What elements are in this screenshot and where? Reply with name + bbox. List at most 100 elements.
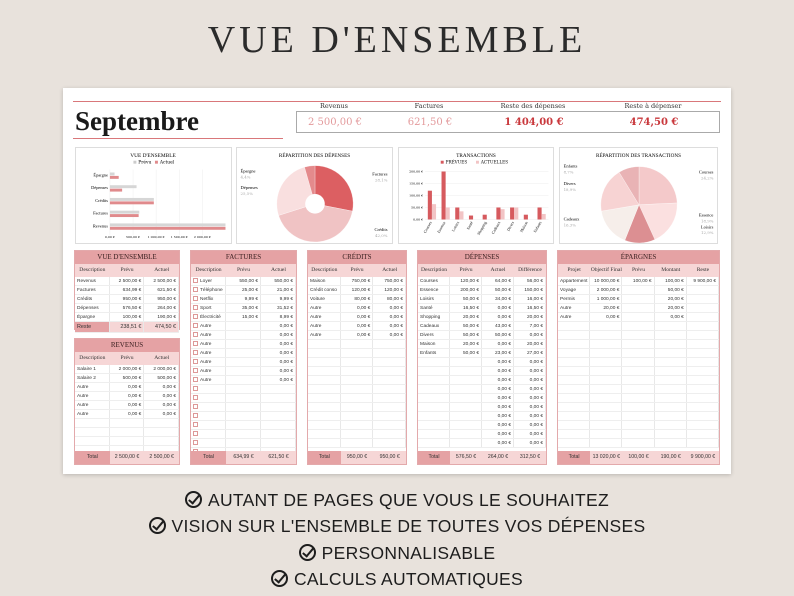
checkbox[interactable] bbox=[193, 404, 198, 410]
table-cell[interactable]: Santé bbox=[418, 304, 450, 312]
table-cell[interactable] bbox=[110, 437, 145, 445]
table-cell[interactable] bbox=[655, 412, 687, 420]
table-cell[interactable] bbox=[373, 439, 407, 447]
table-cell[interactable] bbox=[341, 358, 374, 366]
table-cell[interactable]: 20,00 € bbox=[514, 313, 546, 321]
table-cell[interactable] bbox=[450, 412, 482, 420]
table-cell[interactable]: 31,52 € bbox=[261, 304, 296, 312]
table-cell[interactable]: Autre bbox=[191, 367, 226, 375]
table-cell[interactable] bbox=[622, 367, 655, 375]
table-cell[interactable]: 0,00 € bbox=[482, 439, 514, 447]
table-cell[interactable]: Autre bbox=[75, 392, 110, 400]
table-cell[interactable] bbox=[622, 295, 655, 303]
table-cell[interactable] bbox=[261, 412, 296, 420]
table-cell[interactable]: 20,00 € bbox=[655, 295, 687, 303]
table-cell[interactable]: Autre bbox=[75, 401, 110, 409]
table-cell[interactable] bbox=[590, 439, 623, 447]
table-cell[interactable] bbox=[655, 349, 687, 357]
table-cell[interactable] bbox=[110, 428, 145, 436]
table-cell[interactable]: 0,00 € bbox=[373, 313, 407, 321]
table-cell[interactable] bbox=[373, 367, 407, 375]
table-cell[interactable] bbox=[226, 367, 261, 375]
table-cell[interactable]: Autre bbox=[75, 383, 110, 391]
table-cell[interactable]: 0,00 € bbox=[261, 349, 296, 357]
table-cell[interactable]: 120,00 € bbox=[373, 286, 407, 294]
table-cell[interactable]: 0,00 € bbox=[482, 376, 514, 384]
table-cell[interactable]: Crédit conso bbox=[308, 286, 341, 294]
table-cell[interactable] bbox=[590, 394, 623, 402]
table-cell[interactable]: 0,00 € bbox=[482, 430, 514, 438]
table-cell[interactable]: 0,00 € bbox=[110, 401, 145, 409]
table-cell[interactable]: Cadeaux bbox=[418, 322, 450, 330]
table-cell[interactable]: 0,00 € bbox=[261, 358, 296, 366]
table-cell[interactable]: 0,00 € bbox=[261, 322, 296, 330]
table-cell[interactable] bbox=[191, 439, 226, 447]
table-cell[interactable] bbox=[687, 367, 720, 375]
checkbox[interactable] bbox=[193, 350, 198, 356]
table-cell[interactable] bbox=[687, 421, 720, 429]
table-cell[interactable] bbox=[308, 340, 341, 348]
table-cell[interactable]: Autre bbox=[75, 410, 110, 418]
table-cell[interactable]: 9,99 € bbox=[261, 295, 296, 303]
table-cell[interactable]: Salaire 2 bbox=[75, 374, 110, 382]
table-cell[interactable]: 80,00 € bbox=[373, 295, 407, 303]
table-cell[interactable] bbox=[558, 331, 591, 339]
table-cell[interactable]: 0,00 € bbox=[261, 376, 296, 384]
table-cell[interactable] bbox=[450, 430, 482, 438]
table-cell[interactable] bbox=[622, 286, 655, 294]
table-cell[interactable]: 2 500,00 € bbox=[144, 277, 180, 285]
table-cell[interactable]: 20,00 € bbox=[514, 340, 546, 348]
table-cell[interactable]: Factures bbox=[75, 286, 110, 294]
table-cell[interactable] bbox=[590, 421, 623, 429]
table-cell[interactable] bbox=[341, 439, 374, 447]
table-cell[interactable] bbox=[558, 394, 591, 402]
table-cell[interactable] bbox=[655, 340, 687, 348]
table-cell[interactable] bbox=[418, 439, 450, 447]
table-cell[interactable] bbox=[622, 358, 655, 366]
table-cell[interactable] bbox=[590, 403, 623, 411]
table-cell[interactable]: 0,00 € bbox=[482, 403, 514, 411]
table-cell[interactable] bbox=[418, 421, 450, 429]
table-cell[interactable] bbox=[373, 430, 407, 438]
table-cell[interactable] bbox=[687, 295, 720, 303]
table-cell[interactable] bbox=[590, 331, 623, 339]
checkbox[interactable] bbox=[193, 431, 198, 437]
table-cell[interactable]: Voiture bbox=[308, 295, 341, 303]
table-cell[interactable] bbox=[622, 421, 655, 429]
table-cell[interactable]: Autre bbox=[308, 322, 341, 330]
table-cell[interactable] bbox=[590, 349, 623, 357]
table-cell[interactable] bbox=[373, 385, 407, 393]
table-cell[interactable] bbox=[341, 412, 374, 420]
table-cell[interactable]: 50,00 € bbox=[450, 331, 482, 339]
table-cell[interactable] bbox=[622, 331, 655, 339]
table-cell[interactable] bbox=[655, 331, 687, 339]
table-cell[interactable] bbox=[341, 403, 374, 411]
table-cell[interactable] bbox=[308, 385, 341, 393]
table-cell[interactable]: 120,00 € bbox=[341, 286, 374, 294]
table-cell[interactable] bbox=[590, 322, 623, 330]
table-cell[interactable]: Épargne bbox=[75, 313, 110, 321]
table-cell[interactable] bbox=[144, 446, 180, 454]
table-cell[interactable] bbox=[655, 439, 687, 447]
table-cell[interactable]: 50,00 € bbox=[482, 286, 514, 294]
table-cell[interactable]: Autre bbox=[308, 304, 341, 312]
table-cell[interactable] bbox=[191, 403, 226, 411]
table-cell[interactable]: 0,00 € bbox=[341, 322, 374, 330]
table-cell[interactable] bbox=[558, 385, 591, 393]
checkbox[interactable] bbox=[193, 440, 198, 446]
table-cell[interactable]: Enfants bbox=[418, 349, 450, 357]
table-cell[interactable]: 50,00 € bbox=[450, 295, 482, 303]
table-cell[interactable]: 0,00 € bbox=[482, 421, 514, 429]
table-cell[interactable]: 0,00 € bbox=[373, 322, 407, 330]
table-cell[interactable] bbox=[655, 358, 687, 366]
table-cell[interactable]: 550,00 € bbox=[261, 277, 296, 285]
table-cell[interactable] bbox=[226, 376, 261, 384]
table-cell[interactable] bbox=[687, 322, 720, 330]
table-cell[interactable]: 0,00 € bbox=[261, 331, 296, 339]
table-cell[interactable]: Loisirs bbox=[418, 295, 450, 303]
table-cell[interactable] bbox=[687, 430, 720, 438]
table-cell[interactable] bbox=[226, 412, 261, 420]
table-cell[interactable]: Téléphone bbox=[191, 286, 226, 294]
table-cell[interactable] bbox=[226, 385, 261, 393]
table-cell[interactable]: 0,00 € bbox=[341, 313, 374, 321]
